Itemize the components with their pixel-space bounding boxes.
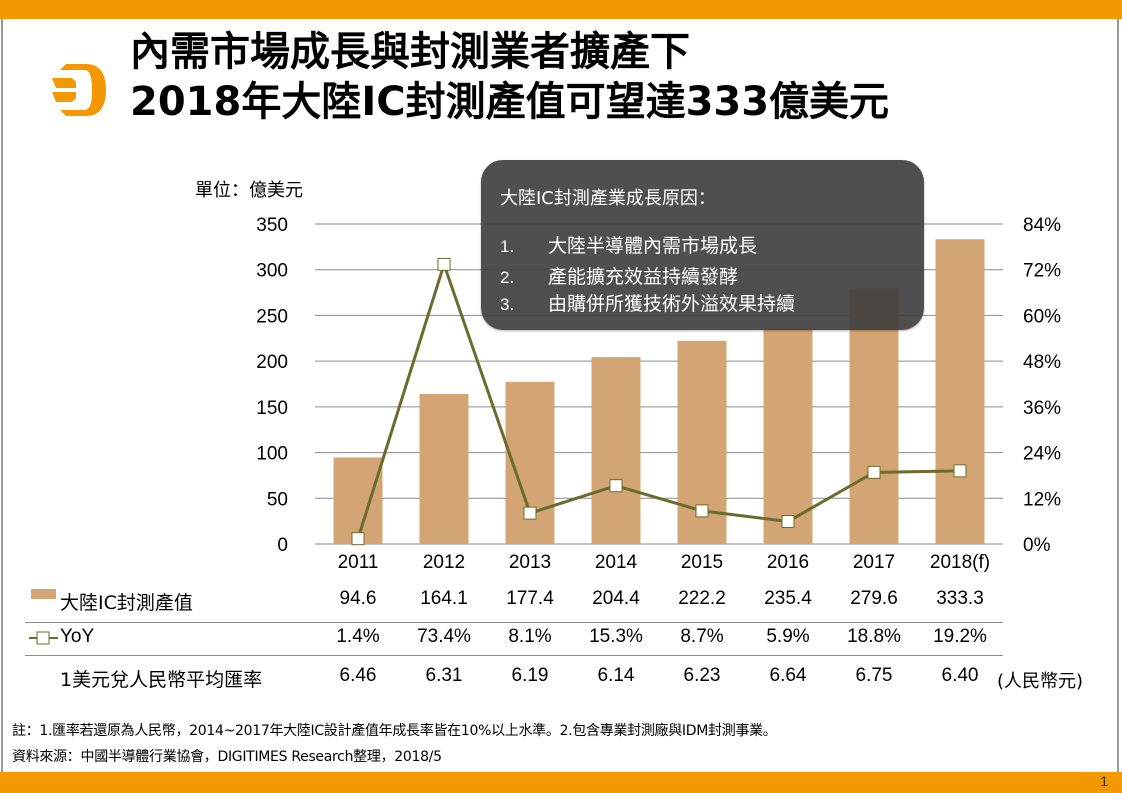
yoy-marker — [523, 506, 537, 520]
x-tick-label: 2011 — [338, 552, 379, 573]
y2-tick-label: 24% — [1023, 444, 1061, 465]
bar — [419, 393, 469, 544]
bar — [935, 239, 985, 545]
bottom-accent-bar: 1 — [0, 772, 1122, 793]
fx-unit-label: (人民幣元) — [997, 671, 1084, 692]
source-note: 資料來源：中國半導體行業協會，DIGITIMES Research整理，2018… — [12, 749, 442, 765]
slide-border-right — [1117, 19, 1119, 772]
bar — [849, 288, 899, 544]
y2-tick-label: 0% — [1023, 535, 1051, 556]
legend-label-line: YoY — [60, 626, 95, 647]
y-tick-label: 150 — [256, 398, 288, 419]
x-tick-label: 2012 — [423, 552, 465, 573]
callout-box: 大陸IC封測產業成長原因： 1. 大陸半導體內需市場成長 2. 產能擴充效益持續發酵… — [481, 160, 924, 330]
unit-label: 單位：億美元 — [195, 180, 303, 201]
table-cell-value: 177.4 — [506, 588, 554, 609]
x-tick-label: 2015 — [681, 552, 723, 573]
x-tick-label: 2014 — [595, 552, 638, 573]
table-cell-value: 164.1 — [420, 588, 468, 609]
x-tick-label: 2017 — [853, 552, 895, 573]
table-cell-yoy: 19.2% — [933, 626, 987, 647]
callout-item-text: 大陸半導體內需市場成長 — [548, 235, 758, 257]
x-tick-label: 2016 — [767, 552, 809, 573]
callout-item-number: 1. — [500, 237, 515, 256]
callout-item: 1. 大陸半導體內需市場成長 — [500, 231, 757, 258]
x-tick-label: 2018(f) — [930, 552, 990, 573]
table-cell-value: 204.4 — [592, 588, 640, 609]
table-cell-yoy: 73.4% — [417, 626, 471, 647]
table-cell-fx: 6.23 — [683, 665, 721, 686]
yoy-marker — [867, 465, 881, 479]
callout-item: 3. 由購併所獲技術外溢效果持續 — [500, 289, 795, 316]
table-cell-value: 235.4 — [764, 588, 812, 609]
page-number: 1 — [1100, 773, 1108, 789]
yoy-marker — [953, 464, 967, 478]
y2-tick-label: 60% — [1023, 306, 1061, 327]
title-line-1: 內需市場成長與封測業者擴產下 — [130, 29, 690, 75]
y-tick-label: 0 — [277, 535, 288, 556]
bar — [763, 328, 813, 544]
digitimes-logo-icon — [52, 64, 106, 116]
table-cell-fx: 6.46 — [339, 665, 377, 686]
y2-tick-label: 12% — [1023, 489, 1061, 510]
table-cell-value: 94.6 — [339, 588, 377, 609]
table-cell-yoy: 1.4% — [336, 626, 380, 647]
x-tick-label: 2013 — [509, 552, 551, 573]
callout-item: 2. 產能擴充效益持續發酵 — [500, 262, 738, 289]
y-tick-label: 100 — [256, 444, 288, 465]
table-cell-fx: 6.75 — [855, 665, 893, 686]
callout-item-number: 2. — [500, 268, 515, 287]
table-cell-fx: 6.40 — [941, 665, 979, 686]
y2-tick-label: 72% — [1023, 261, 1061, 282]
footnote: 註：1.匯率若還原為人民幣，2014~2017年大陸IC設計產值年成長率皆在10… — [12, 723, 777, 739]
bar — [333, 457, 383, 544]
callout-item-text: 由購併所獲技術外溢效果持續 — [548, 293, 796, 315]
y-tick-label: 50 — [267, 489, 288, 510]
callout-item-number: 3. — [500, 295, 515, 314]
bar — [591, 357, 641, 544]
table-cell-yoy: 8.1% — [508, 626, 552, 647]
legend-label-bar: 大陸IC封測產值 — [60, 592, 193, 614]
y2-tick-label: 48% — [1023, 352, 1061, 373]
y2-tick-label: 36% — [1023, 398, 1061, 419]
table-cell-yoy: 15.3% — [589, 626, 643, 647]
table-row-separator — [25, 655, 1003, 656]
table-row-separator — [25, 622, 1003, 623]
yoy-marker — [781, 515, 795, 529]
table-cell-fx: 6.31 — [425, 665, 463, 686]
table-cell-value: 333.3 — [936, 588, 984, 609]
y2-tick-label: 84% — [1023, 215, 1061, 236]
table-cell-yoy: 5.9% — [766, 626, 810, 647]
table-cell-yoy: 8.7% — [680, 626, 724, 647]
y-tick-label: 200 — [256, 352, 288, 373]
y-tick-label: 350 — [256, 215, 288, 236]
yoy-marker — [609, 479, 623, 493]
title-line-2: 2018年大陸IC封測產值可望達333億美元 — [130, 79, 890, 125]
table-cell-value: 222.2 — [678, 588, 726, 609]
table-cell-fx: 6.14 — [597, 665, 635, 686]
slide-border-left — [1, 19, 3, 772]
table-cell-value: 279.6 — [850, 588, 898, 609]
callout-heading: 大陸IC封測產業成長原因： — [500, 188, 716, 209]
legend-key-bar — [31, 589, 56, 599]
callout-item-text: 產能擴充效益持續發酵 — [548, 266, 739, 288]
yoy-line — [356, 259, 961, 540]
top-accent-bar — [0, 0, 1122, 19]
table-cell-fx: 6.19 — [511, 665, 549, 686]
legend-label-fx: 1美元兌人民幣平均匯率 — [60, 669, 263, 691]
yoy-marker — [695, 504, 709, 518]
table-cell-fx: 6.64 — [769, 665, 807, 686]
page-title: 內需市場成長與封測業者擴產下 2018年大陸IC封測產值可望達333億美元 — [130, 27, 889, 127]
y-tick-label: 300 — [256, 261, 288, 282]
y-tick-label: 250 — [256, 306, 288, 327]
yoy-marker — [437, 257, 451, 271]
table-cell-yoy: 18.8% — [847, 626, 901, 647]
yoy-marker — [351, 532, 365, 546]
legend-key-marker — [36, 631, 50, 645]
